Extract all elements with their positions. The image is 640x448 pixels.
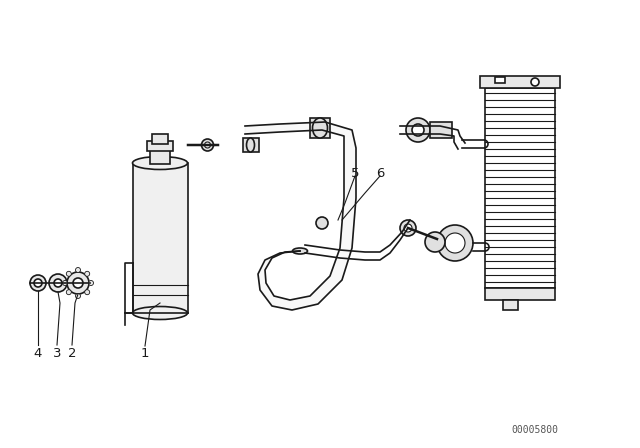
Circle shape <box>316 217 328 229</box>
Ellipse shape <box>246 138 255 152</box>
Circle shape <box>412 124 424 136</box>
Bar <box>152 134 168 144</box>
Circle shape <box>445 233 465 253</box>
Circle shape <box>67 272 89 294</box>
Circle shape <box>88 280 93 285</box>
Circle shape <box>202 139 214 151</box>
Ellipse shape <box>292 248 307 254</box>
Text: 1: 1 <box>141 346 149 359</box>
Circle shape <box>400 220 416 236</box>
Circle shape <box>49 274 67 292</box>
Circle shape <box>84 290 90 295</box>
Ellipse shape <box>132 306 188 319</box>
Text: 2: 2 <box>68 346 76 359</box>
Circle shape <box>34 279 42 287</box>
Circle shape <box>73 278 83 288</box>
Ellipse shape <box>312 118 328 138</box>
Text: 5: 5 <box>351 167 359 180</box>
Circle shape <box>406 118 430 142</box>
Circle shape <box>404 224 412 232</box>
Bar <box>503 300 518 310</box>
Circle shape <box>30 275 46 291</box>
Circle shape <box>425 232 445 252</box>
Circle shape <box>67 290 71 295</box>
Bar <box>485 88 555 288</box>
Bar <box>495 77 505 83</box>
Circle shape <box>63 280 67 285</box>
Circle shape <box>205 142 211 148</box>
Circle shape <box>531 78 539 86</box>
Bar <box>480 76 560 88</box>
Bar <box>243 138 259 152</box>
Bar <box>430 122 452 138</box>
Bar <box>147 141 173 151</box>
Circle shape <box>76 267 81 272</box>
Bar <box>310 118 330 138</box>
Ellipse shape <box>132 156 188 169</box>
Text: 6: 6 <box>376 167 384 180</box>
Bar <box>485 288 555 300</box>
Circle shape <box>437 225 473 261</box>
Text: 3: 3 <box>52 346 61 359</box>
Circle shape <box>54 279 62 287</box>
Circle shape <box>67 271 71 276</box>
Text: 00005800: 00005800 <box>511 425 559 435</box>
Bar <box>150 146 170 164</box>
Polygon shape <box>245 122 356 310</box>
Text: 4: 4 <box>34 346 42 359</box>
Circle shape <box>76 293 81 298</box>
Circle shape <box>84 271 90 276</box>
Bar <box>132 163 188 313</box>
